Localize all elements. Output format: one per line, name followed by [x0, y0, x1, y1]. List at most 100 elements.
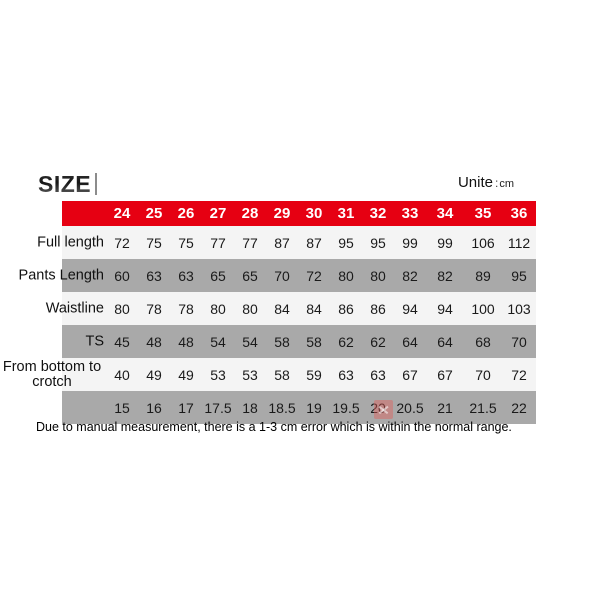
table-cell: 17	[178, 399, 194, 416]
table-cell: 62	[370, 333, 386, 350]
table-cell: 77	[210, 234, 226, 251]
table-cell: 40	[114, 366, 130, 383]
column-header: 30	[305, 205, 323, 222]
text-caret	[95, 173, 97, 195]
table-header: 24 25 26 27 28 29 30 31 32 33 34 35 36	[62, 201, 536, 226]
table-cell: 70	[511, 333, 527, 350]
table-cell: 75	[146, 234, 162, 251]
table-cell: 84	[274, 300, 290, 317]
table-cell: 94	[402, 300, 418, 317]
table-cell: 54	[242, 333, 258, 350]
unit-label-text: Unite	[457, 174, 493, 191]
table-cell: 64	[437, 333, 453, 350]
table-cell: 21	[437, 399, 453, 416]
table-cell: 72	[511, 366, 527, 383]
page-title: SIZE	[38, 171, 92, 197]
column-header: 34	[436, 205, 454, 222]
column-header: 32	[369, 205, 387, 222]
chart-header: SIZE Unite:cm	[38, 170, 528, 200]
table-cell: 100	[471, 300, 495, 317]
table-cell: 19	[306, 399, 322, 416]
table-row: TS 45 48 48 54 54 58 58 62 62 64 64 68 7…	[62, 325, 536, 358]
table-cell: 16	[146, 399, 162, 416]
table-corner-cell	[62, 201, 106, 226]
table-cell: 78	[178, 300, 194, 317]
table-cell: 95	[511, 267, 527, 284]
row-label-cell: Waistline	[46, 292, 106, 325]
table-row: From bottom to crotch 40 49 49 53 53 58 …	[3, 358, 536, 391]
table-cell: 53	[242, 366, 258, 383]
table-cell: 95	[338, 234, 354, 251]
row-label-cell: Full length	[37, 226, 106, 259]
table-cell: 80	[210, 300, 226, 317]
row-label: Waistline	[45, 300, 104, 316]
table-cell: 75	[178, 234, 194, 251]
row-label: Full length	[37, 234, 104, 250]
table-cell: 65	[242, 267, 258, 284]
table-cell: 22	[511, 399, 527, 416]
table-cell: 48	[178, 333, 194, 350]
table-cell: 68	[475, 333, 491, 350]
measurement-disclaimer: Due to manual measurement, there is a 1-…	[36, 420, 512, 434]
column-header: 29	[273, 205, 291, 222]
column-header: 33	[401, 205, 419, 222]
unit-separator: :	[494, 176, 499, 190]
column-header: 26	[177, 205, 195, 222]
column-header: 25	[145, 205, 163, 222]
table-cell: 82	[437, 267, 453, 284]
table-cell: 17.5	[204, 399, 232, 416]
row-label: Pants Length	[18, 267, 104, 283]
table-row: Pants Length 60 63 63 65 65 70 72 80 80 …	[19, 259, 536, 292]
table-cell: 86	[338, 300, 354, 317]
column-header: 27	[209, 205, 227, 222]
table-cell: 82	[402, 267, 418, 284]
row-label-cell: From bottom to crotch	[3, 358, 106, 391]
row-label: TS	[85, 333, 104, 349]
column-header: 28	[241, 205, 259, 222]
table-cell: 84	[306, 300, 322, 317]
table-cell: 106	[471, 234, 495, 251]
table-cell: 95	[370, 234, 386, 251]
table-cell: 77	[242, 234, 258, 251]
table-cell: 20.5	[396, 399, 424, 416]
table-cell: 15	[114, 399, 130, 416]
table-row: Full length 72 75 75 77 77 87 87 95 95 9…	[37, 226, 536, 259]
table-cell: 60	[114, 267, 130, 284]
table-header-row: 24 25 26 27 28 29 30 31 32 33 34 35 36	[62, 201, 536, 226]
table-cell: 65	[210, 267, 226, 284]
unit-value: cm	[499, 178, 514, 190]
table-cell: 18.5	[268, 399, 296, 416]
column-header: 31	[337, 205, 355, 222]
table-cell: 63	[370, 366, 386, 383]
table-cell: 99	[402, 234, 418, 251]
table-cell: 58	[274, 333, 290, 350]
table-cell: 64	[402, 333, 418, 350]
row-label: From bottom to crotch	[2, 358, 102, 390]
table-cell: 80	[370, 267, 386, 284]
table-cell: 89	[475, 267, 491, 284]
table-cell: 80	[338, 267, 354, 284]
table-cell: 45	[114, 333, 130, 350]
unit-label: Unite:cm	[458, 174, 514, 191]
column-header: 35	[474, 205, 492, 222]
table-cell: 86	[370, 300, 386, 317]
column-header: 36	[510, 205, 528, 222]
table-cell: 19.5	[332, 399, 360, 416]
table-cell: 87	[274, 234, 290, 251]
table-cell: 18	[242, 399, 258, 416]
table-cell: 87	[306, 234, 322, 251]
table-cell: 59	[306, 366, 322, 383]
table-cell: 72	[306, 267, 322, 284]
table-body: Full length 72 75 75 77 77 87 87 95 95 9…	[3, 226, 536, 424]
column-header: 24	[113, 205, 131, 222]
size-table: 24 25 26 27 28 29 30 31 32 33 34 35 36 F…	[3, 201, 536, 424]
table-cell: 54	[210, 333, 226, 350]
table-cell: 103	[507, 300, 531, 317]
table-cell: 67	[402, 366, 418, 383]
table-cell: 58	[306, 333, 322, 350]
table-cell: 80	[242, 300, 258, 317]
table-cell: 80	[114, 300, 130, 317]
table-cell: 48	[146, 333, 162, 350]
table-cell: 78	[146, 300, 162, 317]
